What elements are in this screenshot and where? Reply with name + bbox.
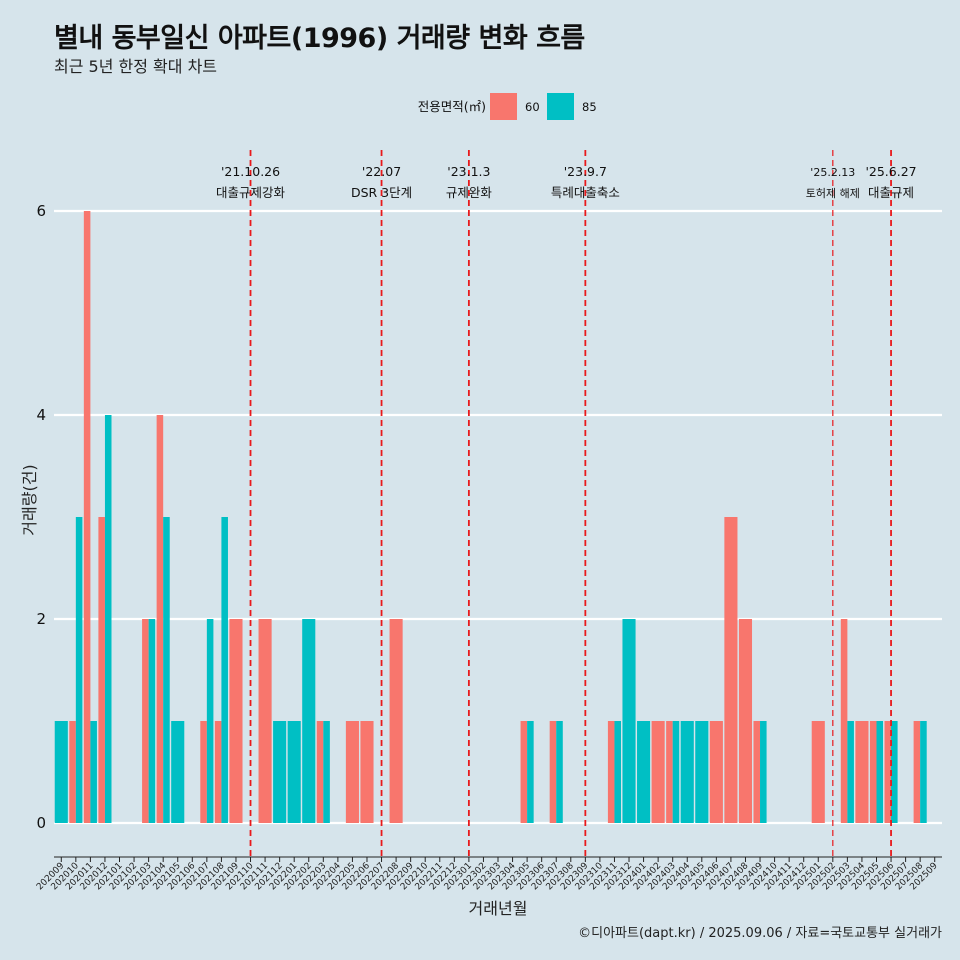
bar-60-202107 — [200, 721, 207, 823]
x-axis-label: 거래년월 — [469, 899, 528, 918]
bar-60-202409 — [753, 721, 761, 823]
bar-85-202103 — [148, 619, 156, 823]
bar-60-202012 — [98, 517, 105, 823]
event-label: 대출규제 — [868, 185, 914, 200]
y-axis-label: 거래량(건) — [20, 464, 39, 535]
caption: ©디아파트(dapt.kr) / 2025.09.06 / 자료=국토교통부 실… — [578, 926, 942, 941]
event-label: 특례대출축소 — [551, 185, 620, 200]
legend-swatch-60 — [490, 93, 517, 120]
bar-85-202201 — [287, 721, 301, 823]
bar-60-202408 — [738, 619, 753, 823]
bar-60-202203 — [316, 721, 324, 823]
bar-85-202010 — [75, 517, 83, 823]
bar-60-202307 — [549, 721, 557, 823]
event-label: 규제완화 — [446, 185, 493, 200]
bar-85-202305 — [527, 721, 534, 823]
bar-60-202506 — [884, 721, 892, 823]
legend-label-60: 60 — [525, 100, 540, 114]
event-label: DSR 3단계 — [351, 185, 412, 200]
bar-60-202407 — [724, 517, 738, 823]
y-tick-label: 2 — [36, 610, 46, 628]
bar-60-202402 — [651, 721, 665, 823]
bar-60-202406 — [709, 721, 723, 823]
bar-85-202401 — [637, 721, 651, 823]
event-label: 토허제 해제 — [806, 186, 860, 200]
event-date: '22.07 — [362, 164, 401, 179]
bar-60-202504 — [855, 721, 869, 823]
event-date: '23.9.7 — [564, 164, 607, 179]
bar-85-202108 — [221, 517, 228, 823]
bar-85-202311 — [614, 721, 622, 823]
bar-85-202508 — [920, 721, 927, 823]
bar-85-202409 — [760, 721, 767, 823]
legend-label-85: 85 — [582, 100, 597, 114]
bar-85-202011 — [90, 721, 97, 823]
bar-85-202012 — [104, 415, 112, 823]
grid-lines — [54, 209, 942, 825]
bar-85-202107 — [206, 619, 214, 823]
bar-60-202208 — [389, 619, 403, 823]
legend: 전용면적(㎡) 60 85 — [418, 93, 597, 120]
bar-85-202505 — [876, 721, 884, 823]
bar-85-202506 — [891, 721, 898, 823]
bar-60-202311 — [607, 721, 615, 823]
event-date: '25.6.27 — [865, 164, 916, 179]
bar-60-202205 — [345, 721, 359, 823]
bar-85-202203 — [323, 721, 330, 823]
bar-85-202404 — [680, 721, 694, 823]
event-date: '23.1.3 — [447, 164, 490, 179]
bar-85-202312 — [622, 619, 636, 823]
legend-title: 전용면적(㎡) — [418, 99, 486, 114]
y-axis-ticks: 0 2 4 6 — [36, 202, 46, 832]
bar-85-202405 — [695, 721, 709, 823]
bar-85-202104 — [163, 517, 170, 823]
bar-60-202206 — [360, 721, 374, 823]
y-tick-label: 6 — [36, 202, 46, 220]
legend-swatch-85 — [547, 93, 574, 120]
bar-60-202103 — [142, 619, 149, 823]
y-tick-label: 4 — [36, 406, 46, 424]
bar-60-202104 — [156, 415, 164, 823]
event-date: '25.2.13 — [810, 166, 855, 179]
chart-subtitle: 최근 5년 한정 확대 차트 — [54, 57, 218, 76]
bar-60-202403 — [666, 721, 673, 823]
bar-85-202307 — [556, 721, 563, 823]
event-lines: '21.10.26 대출규제강화 '22.07 DSR 3단계 '23.1.3 규제완화 '… — [216, 150, 917, 857]
bar-60-202109 — [229, 619, 243, 823]
bar-85-202009 — [54, 721, 68, 823]
bar-60-202501 — [811, 721, 825, 823]
bar-85-202503 — [847, 721, 854, 823]
bar-60-202011 — [83, 211, 91, 823]
bar-85-202403 — [672, 721, 680, 823]
x-axis: 2020092020102020112020122021012021022021… — [35, 856, 942, 892]
bar-60-202505 — [869, 721, 877, 823]
bar-85-202112 — [273, 721, 287, 823]
bar-60-202508 — [913, 721, 921, 823]
bar-60-202010 — [69, 721, 76, 823]
bar-85-202105 — [171, 721, 185, 823]
bar-85-202202 — [302, 619, 316, 823]
bar-60-202503 — [840, 619, 848, 823]
chart-title: 별내 동부일신 아파트(1996) 거래량 변화 흐름 — [54, 23, 585, 54]
bar-60-202111 — [258, 619, 272, 823]
bar-60-202305 — [520, 721, 528, 823]
bar-60-202108 — [214, 721, 222, 823]
event-date: '21.10.26 — [221, 164, 280, 179]
y-tick-label: 0 — [36, 814, 46, 832]
event-label: 대출규제강화 — [216, 185, 286, 200]
bars — [54, 211, 927, 823]
